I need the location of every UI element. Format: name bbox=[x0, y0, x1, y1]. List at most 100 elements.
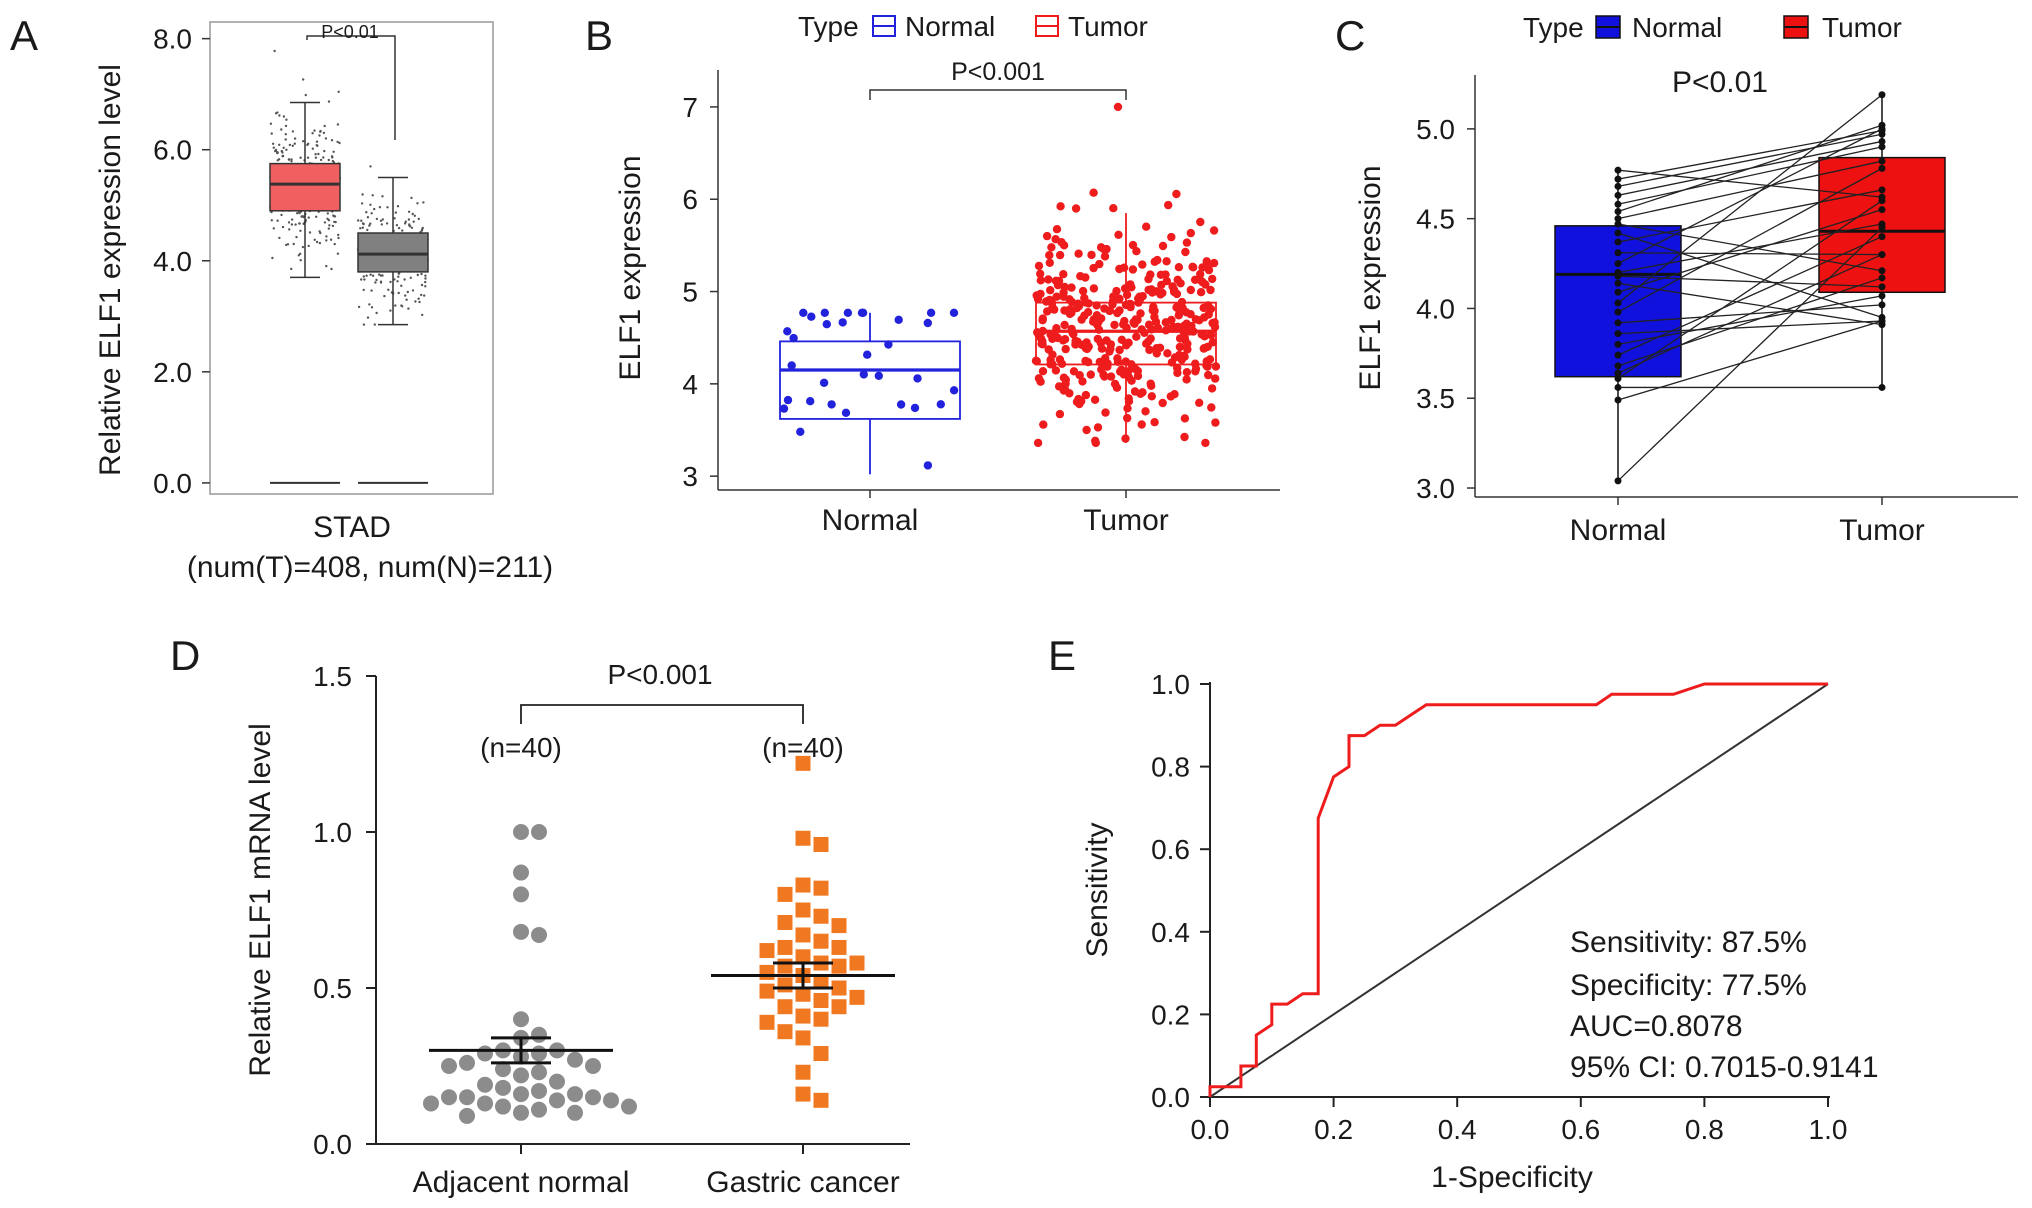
panel-c-pair-point-tumor-15 bbox=[1878, 206, 1886, 214]
panel-d-point-normal-11 bbox=[531, 1045, 547, 1062]
panel-a-point bbox=[378, 273, 381, 276]
panel-b-point bbox=[1173, 368, 1182, 378]
panel-a-point bbox=[373, 323, 376, 326]
panel-c-ytick-label-3: 4.5 bbox=[1416, 204, 1455, 235]
panel-c-pair-line-19 bbox=[1617, 320, 1883, 335]
panel-e-ytick-label-4: 0.8 bbox=[1151, 752, 1190, 783]
panel-b-point bbox=[1169, 287, 1179, 297]
panel-b-point bbox=[1206, 285, 1215, 295]
panel-b-point bbox=[1038, 340, 1047, 349]
panel-b-point bbox=[1059, 241, 1069, 250]
panel-c-xtick-label-1: Tumor bbox=[1839, 514, 1925, 547]
panel-a-plot-frame bbox=[209, 21, 494, 495]
panel-b-ytick-label-4: 7 bbox=[682, 92, 698, 123]
panel-a-point bbox=[311, 132, 314, 135]
panel-b-legend-normal: Normal bbox=[905, 11, 995, 42]
panel-a-point bbox=[297, 254, 300, 257]
panel-b-point bbox=[1074, 249, 1083, 258]
panel-e-xtick-label-0: 0.0 bbox=[1191, 1114, 1230, 1145]
panel-c-pair-point-normal-10 bbox=[1614, 249, 1622, 257]
panel-d-n-normal: (n=40) bbox=[480, 732, 562, 763]
panel-b-point bbox=[1196, 288, 1206, 297]
panel-c-legend-tumor-key bbox=[1783, 15, 1809, 39]
panel-a-point bbox=[288, 228, 291, 231]
panel-b-point bbox=[1123, 404, 1132, 413]
panel-a-point bbox=[302, 222, 305, 225]
panel-a-point bbox=[396, 280, 399, 283]
panel-d-point-normal-38 bbox=[567, 1104, 583, 1121]
panel-a-point bbox=[307, 216, 310, 219]
panel-e-xtick-label-3: 0.6 bbox=[1561, 1114, 1600, 1145]
panel-b-y-ticks: 3 4 5 6 7 bbox=[682, 92, 718, 492]
panel-d-point-cancer-5 bbox=[777, 886, 793, 902]
panel-a-point bbox=[357, 305, 361, 309]
panel-b-point bbox=[1141, 407, 1150, 416]
panel-a-point bbox=[308, 231, 312, 234]
panel-c-pair-point-tumor-4 bbox=[1878, 143, 1886, 151]
panel-a-point bbox=[366, 228, 369, 232]
panel-d-point-cancer-19 bbox=[831, 958, 847, 974]
panel-b-point bbox=[1147, 381, 1156, 390]
panel-b-ytick-label-1: 4 bbox=[682, 369, 698, 400]
panel-a-point bbox=[395, 224, 399, 227]
panel-b-point bbox=[1157, 280, 1166, 290]
panel-b-point bbox=[1045, 258, 1055, 267]
panel-c-pair-line-24 bbox=[1617, 200, 1883, 380]
panel-a-point bbox=[276, 219, 279, 222]
panel-d-point-cancer-22 bbox=[813, 974, 829, 990]
panel-b-point bbox=[1109, 204, 1118, 213]
panel-a-point bbox=[370, 289, 373, 292]
panel-a-point bbox=[319, 231, 322, 235]
panel-c-legend-tumor: Tumor bbox=[1822, 12, 1902, 43]
panel-b-points bbox=[779, 102, 1221, 470]
panel-e-reference-line bbox=[1209, 683, 1829, 1098]
panel-a-point bbox=[319, 129, 322, 133]
panel-b-point bbox=[1164, 200, 1173, 210]
panel-c-pair-line-23 bbox=[1617, 253, 1883, 374]
panel-c-pair-point-normal-14 bbox=[1614, 279, 1622, 287]
panel-a-point bbox=[401, 305, 404, 308]
panel-a-point bbox=[410, 196, 413, 200]
panel-c-pair-point-normal-21 bbox=[1614, 351, 1622, 359]
panel-d-point-normal-29 bbox=[441, 1089, 457, 1106]
panel-b-point bbox=[1162, 257, 1171, 266]
panel-c-pair-point-tumor-24 bbox=[1878, 197, 1886, 205]
panel-a-point bbox=[299, 259, 302, 262]
panel-c-pair-line-9 bbox=[1617, 189, 1883, 243]
panel-b-point bbox=[949, 308, 959, 317]
panel-a-point bbox=[293, 137, 297, 140]
panel-a-point bbox=[295, 235, 298, 239]
panel-c-xtick-label-0: Normal bbox=[1570, 514, 1667, 547]
panel-a-point bbox=[361, 222, 365, 225]
panel-c-pair-line-2 bbox=[1617, 133, 1883, 187]
panel-b-point bbox=[1097, 344, 1107, 353]
panel-d-point-normal-33 bbox=[423, 1095, 439, 1112]
panel-a-point bbox=[338, 141, 341, 145]
panel-b-point bbox=[1158, 241, 1168, 251]
panel-c-pair-point-normal-20 bbox=[1614, 340, 1622, 348]
panel-b-point bbox=[779, 404, 789, 413]
panel-a-point bbox=[369, 273, 372, 276]
panel-b-point bbox=[1034, 374, 1044, 383]
panel-d-point-normal-36 bbox=[531, 1101, 547, 1118]
panel-b-point bbox=[1073, 299, 1083, 308]
panel-b-point bbox=[1090, 395, 1100, 404]
panel-c-pair-point-normal-24 bbox=[1614, 374, 1622, 382]
panel-b-point bbox=[1179, 351, 1188, 360]
panel-a-point bbox=[290, 223, 294, 226]
panel-a-point bbox=[387, 288, 390, 291]
panel-b-point bbox=[1201, 280, 1210, 289]
panel-d-point-cancer-35 bbox=[795, 1030, 811, 1046]
panel-a-point bbox=[397, 226, 401, 230]
panel-a-xlabel-counts: (num(T)=408, num(N)=211) bbox=[187, 551, 553, 584]
panel-c-pair-line-21 bbox=[1617, 236, 1883, 356]
panel-a-point bbox=[333, 215, 337, 218]
panel-a-point bbox=[270, 219, 273, 222]
panel-a-ytick-label-4: 8.0 bbox=[153, 24, 192, 55]
panel-a-point bbox=[362, 323, 366, 326]
panel-b-point bbox=[1078, 377, 1087, 386]
panel-d-point-cancer-12 bbox=[777, 939, 793, 955]
panel-d-point-cancer-23 bbox=[777, 977, 793, 993]
panel-b-point bbox=[1060, 335, 1070, 344]
panel-a-point bbox=[311, 147, 314, 150]
